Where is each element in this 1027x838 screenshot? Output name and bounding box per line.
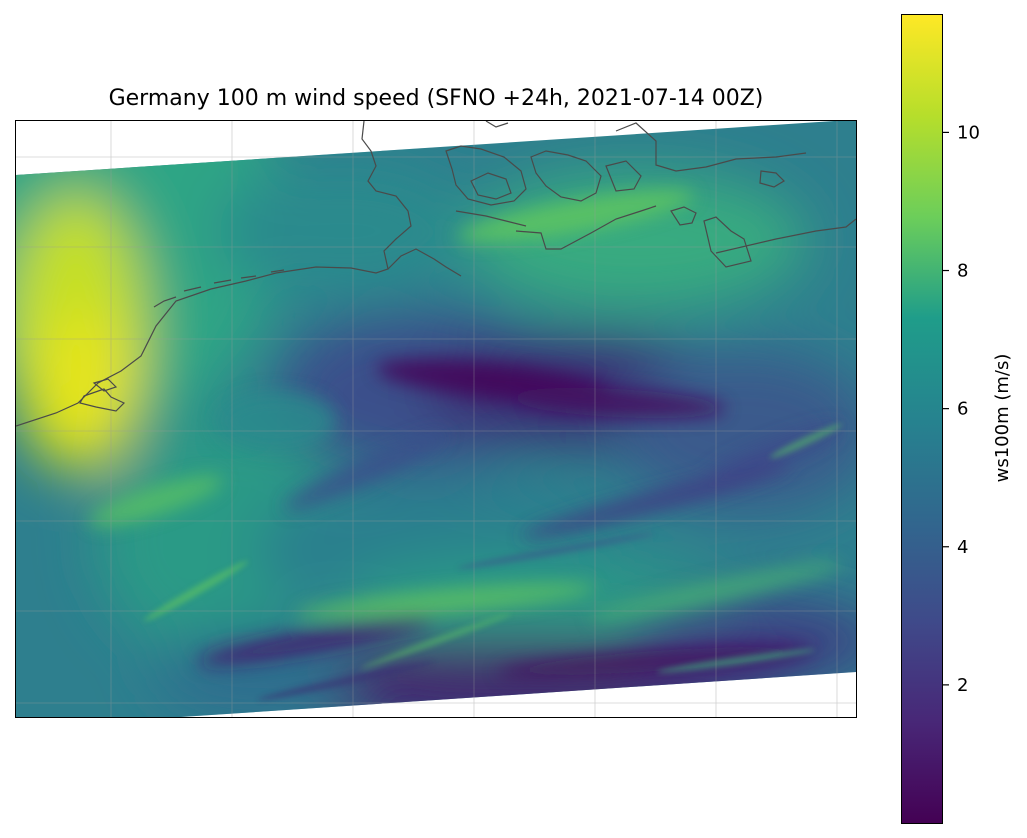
wind-speed-map [16,121,856,717]
colorbar: 2 4 6 8 10 [901,14,980,824]
colorbar-gradient [902,15,942,823]
coastlines [16,121,856,427]
map-title: Germany 100 m wind speed (SFNO +24h, 202… [108,86,764,111]
colorbar-ticks: 2 4 6 8 10 [942,122,980,696]
colorbar-tick-label: 6 [957,399,968,420]
colorbar-label: ws100m (m/s) [992,353,1013,483]
colorbar-tick-label: 10 [957,122,980,143]
colorbar-scale: 2 4 6 8 10 [902,15,980,823]
colorbar-tick-label: 2 [957,675,968,696]
colorbar-tick-label: 8 [957,261,968,282]
graticule [16,121,856,717]
wind-field-raster [16,121,856,717]
map-panel [15,120,857,718]
colorbar-tick-label: 4 [957,537,968,558]
